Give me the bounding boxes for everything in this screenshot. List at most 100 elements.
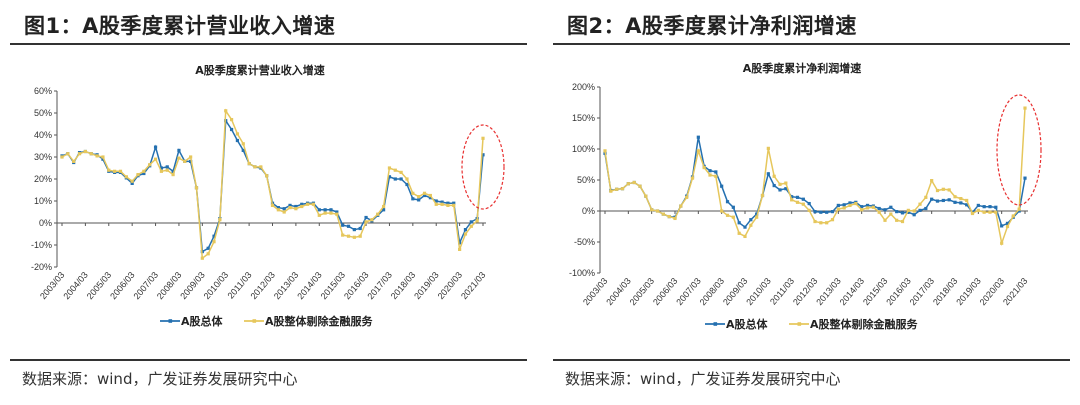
data-point (329, 211, 333, 215)
data-point (708, 173, 712, 177)
data-point (159, 169, 164, 173)
data-point (440, 202, 444, 206)
data-point (1017, 209, 1021, 213)
data-point (72, 159, 76, 163)
data-point (959, 201, 963, 205)
data-point (66, 152, 70, 156)
data-point (358, 234, 362, 238)
data-point (941, 198, 945, 203)
data-point (218, 218, 222, 222)
y-tick-label: -50% (574, 237, 595, 247)
highlight-ellipse (996, 94, 1042, 206)
data-point (469, 224, 473, 228)
data-point (603, 149, 607, 153)
data-point (976, 203, 980, 208)
data-point (142, 169, 146, 173)
data-point (982, 210, 986, 214)
data-point (189, 155, 193, 159)
data-point (883, 218, 887, 222)
data-point (253, 165, 257, 169)
data-point (341, 233, 345, 237)
data-point (965, 198, 969, 203)
data-point (790, 198, 794, 202)
data-point (935, 188, 940, 193)
data-point (323, 208, 327, 212)
data-point (714, 170, 718, 174)
y-tick-label: 100% (572, 144, 595, 154)
data-point (475, 219, 479, 223)
data-point (965, 203, 969, 207)
data-point (171, 173, 175, 177)
data-point (317, 213, 321, 217)
data-point (276, 206, 280, 210)
data-point (411, 191, 415, 195)
data-point (731, 215, 735, 219)
data-point (101, 157, 105, 161)
figure-1-top-rule (10, 43, 527, 45)
data-point (241, 142, 245, 146)
data-point (346, 224, 351, 228)
data-point (959, 197, 963, 201)
data-point (766, 146, 770, 150)
data-point (871, 205, 875, 209)
data-point (376, 212, 380, 216)
data-point (935, 199, 940, 203)
data-point (947, 198, 951, 202)
data-point (159, 166, 164, 170)
legend-marker (252, 319, 257, 323)
data-point (89, 152, 93, 156)
data-point (393, 177, 397, 181)
data-point (177, 156, 181, 160)
data-point (1005, 224, 1010, 229)
data-point (749, 218, 753, 222)
revenue-growth-chart: A股季度累计营业收入增速 -20% -10% 0% 10% 20% 30% 40% 50% 60%… (31, 63, 505, 328)
data-point (830, 210, 835, 214)
data-point (399, 177, 403, 181)
data-point (912, 209, 916, 213)
data-point (107, 168, 111, 172)
data-point (1011, 214, 1015, 218)
data-point (341, 223, 345, 227)
data-point (452, 203, 456, 207)
y-tick-label: 40% (34, 130, 52, 140)
data-point (807, 201, 811, 206)
data-point (393, 168, 397, 172)
data-point (667, 214, 671, 219)
data-point (452, 201, 456, 205)
data-point (1000, 224, 1004, 228)
data-point (626, 182, 630, 186)
profit-growth-chart: A股季度累计净利润增速-100%-50%0%50%100%150%200%200… (569, 61, 1042, 331)
data-point (288, 206, 292, 210)
data-point (387, 175, 392, 179)
data-point (994, 205, 998, 209)
data-point (405, 182, 409, 187)
data-point (282, 210, 286, 214)
data-point (148, 163, 152, 167)
data-point (352, 235, 356, 239)
data-point (434, 202, 438, 206)
data-point (118, 169, 123, 173)
data-point (895, 218, 899, 222)
data-point (194, 186, 199, 190)
data-point (772, 183, 776, 188)
data-point (101, 155, 105, 159)
data-point (189, 159, 193, 163)
data-point (265, 174, 269, 178)
data-point (737, 221, 741, 225)
data-point (632, 180, 636, 185)
data-point (422, 191, 427, 195)
legend-label: A股整体剔除金融服务 (810, 317, 919, 331)
data-point (889, 205, 893, 209)
data-point (381, 208, 386, 212)
x-tick-label: 2021/03 (1001, 276, 1030, 307)
data-point (895, 210, 899, 214)
series-line-total (61, 118, 484, 253)
data-point (387, 166, 392, 170)
y-tick-label: -100% (569, 268, 595, 278)
data-point (918, 202, 922, 206)
y-tick-label: 10% (34, 196, 52, 206)
data-point (136, 173, 140, 177)
data-point (860, 208, 864, 212)
data-point (1023, 106, 1027, 110)
data-point (638, 184, 642, 188)
